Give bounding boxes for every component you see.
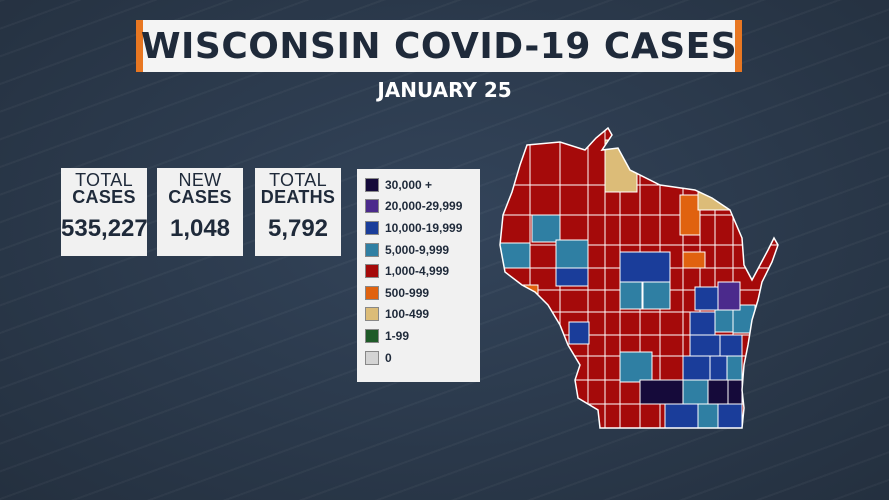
title-banner: WISCONSIN COVID-19 CASES (136, 20, 742, 72)
county (689, 334, 721, 357)
total-deaths-label: TOTAL DEATHS (260, 170, 336, 207)
county (727, 379, 743, 405)
county (619, 251, 671, 283)
county (717, 403, 743, 428)
legend-label: 30,000 + (385, 177, 433, 192)
legend-swatch (365, 199, 379, 214)
wisconsin-county-map (499, 126, 779, 429)
legend-item: 20,000-29,999 (365, 196, 480, 218)
county (639, 379, 684, 405)
county (568, 321, 590, 345)
new-cases-value: 1,048 (169, 215, 231, 242)
county (694, 286, 721, 311)
county (500, 242, 531, 269)
county (709, 355, 728, 381)
total-deaths-value: 5,792 (267, 215, 329, 242)
legend-swatch (365, 307, 379, 322)
legend-item: 500-999 (365, 282, 480, 304)
county (604, 139, 638, 193)
legend-label: 20,000-29,999 (385, 199, 463, 214)
legend-swatch (365, 264, 379, 279)
legend-item: 1,000-4,999 (365, 260, 480, 282)
county (619, 281, 643, 310)
total-cases-label: TOTAL CASES (72, 170, 136, 207)
legend-swatch (365, 177, 379, 192)
legend-swatch (365, 242, 379, 257)
legend-label: 5,000-9,999 (385, 242, 450, 257)
county (555, 267, 589, 287)
county (664, 403, 699, 428)
legend-swatch (365, 220, 379, 235)
total-cases-value: 535,227 (61, 215, 148, 242)
legend: 30,000 + 20,000-29,999 10,000-19,999 5,0… (357, 169, 480, 382)
page-title: WISCONSIN COVID-19 CASES (140, 25, 738, 67)
county (531, 214, 561, 243)
legend-swatch (365, 350, 379, 365)
legend-item: 100-499 (365, 304, 480, 326)
legend-item: 5,000-9,999 (365, 239, 480, 261)
county (555, 239, 589, 269)
county (679, 194, 701, 236)
new-cases-box: NEW CASES 1,048 (157, 168, 243, 256)
date-label: JANUARY 25 (377, 78, 512, 102)
county (726, 355, 743, 381)
state-outline (499, 126, 779, 429)
legend-label: 10,000-19,999 (385, 220, 463, 235)
total-deaths-box: TOTAL DEATHS 5,792 (255, 168, 341, 256)
county (619, 351, 653, 383)
legend-item: 10,000-19,999 (365, 217, 480, 239)
county (682, 251, 706, 269)
new-cases-label: NEW CASES (168, 170, 232, 207)
county (682, 355, 711, 381)
legend-item: 1-99 (365, 325, 480, 347)
county (642, 281, 671, 310)
legend-item: 0 (365, 347, 480, 369)
county (717, 281, 741, 311)
county (707, 379, 729, 405)
county (697, 403, 719, 428)
legend-label: 500-999 (385, 285, 430, 300)
legend-swatch (365, 328, 379, 343)
legend-label: 1-99 (385, 328, 410, 343)
county (689, 311, 716, 336)
county (719, 334, 743, 357)
total-cases-box: TOTAL CASES 535,227 (61, 168, 148, 256)
county (714, 309, 734, 333)
legend-label: 0 (385, 350, 392, 365)
legend-label: 100-499 (385, 307, 430, 322)
legend-label: 1,000-4,999 (385, 264, 450, 279)
county (682, 379, 709, 405)
legend-item: 30,000 + (365, 174, 480, 196)
legend-swatch (365, 285, 379, 300)
